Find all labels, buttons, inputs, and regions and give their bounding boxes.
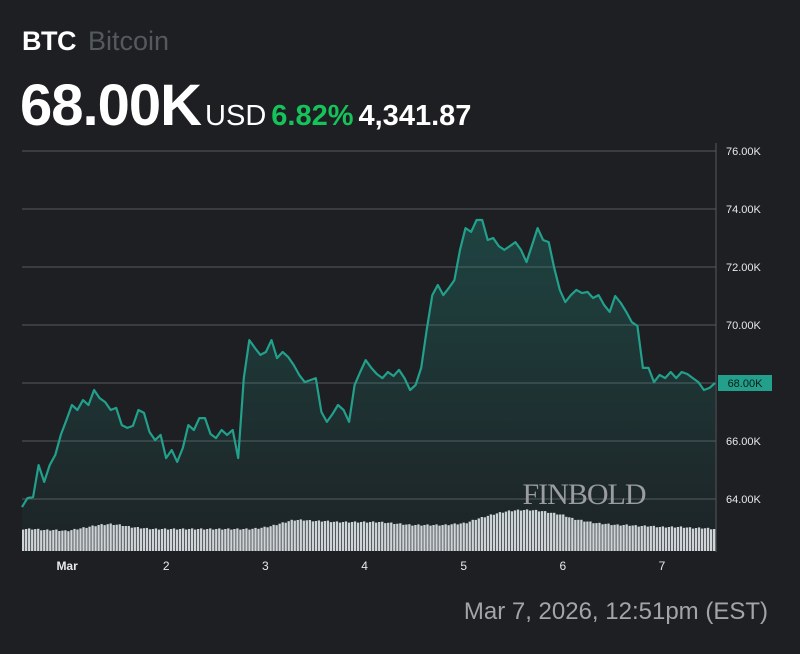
x-tick-label: 4: [361, 559, 368, 573]
price-line: [21, 218, 716, 508]
x-tick-label: Mar: [56, 559, 78, 573]
change-percent: 6.82%: [271, 100, 354, 132]
asset-header: BTC Bitcoin: [22, 26, 169, 57]
finbold-watermark: FINBOLD: [522, 478, 645, 511]
y-tick-label: 66.00K: [726, 436, 762, 448]
asset-symbol: BTC: [22, 26, 77, 56]
x-tick-label: 3: [262, 559, 269, 573]
y-tick-label: 74.00K: [726, 204, 762, 216]
x-tick-label: 2: [163, 559, 170, 573]
change-absolute: 4,341.87: [358, 100, 472, 132]
x-tick-label: 7: [659, 559, 666, 573]
timestamp: Mar 7, 2026, 12:51pm (EST): [463, 598, 768, 625]
x-tick-label: 6: [559, 559, 566, 573]
currency: USD: [205, 100, 267, 132]
current-price-tag-label: 68.00K: [728, 378, 764, 390]
y-tick-label: 72.00K: [726, 262, 762, 274]
x-tick-label: 5: [460, 559, 467, 573]
price-row: 68.00K USD 6.82% 4,341.87: [20, 72, 471, 139]
y-tick-label: 70.00K: [726, 320, 762, 332]
y-tick-label: 64.00K: [726, 494, 762, 506]
asset-name: Bitcoin: [88, 26, 170, 56]
current-price: 68.00K: [20, 73, 202, 138]
current-price-tag: [718, 375, 772, 391]
price-area: [22, 220, 716, 551]
y-tick-label: 76.00K: [726, 146, 762, 158]
